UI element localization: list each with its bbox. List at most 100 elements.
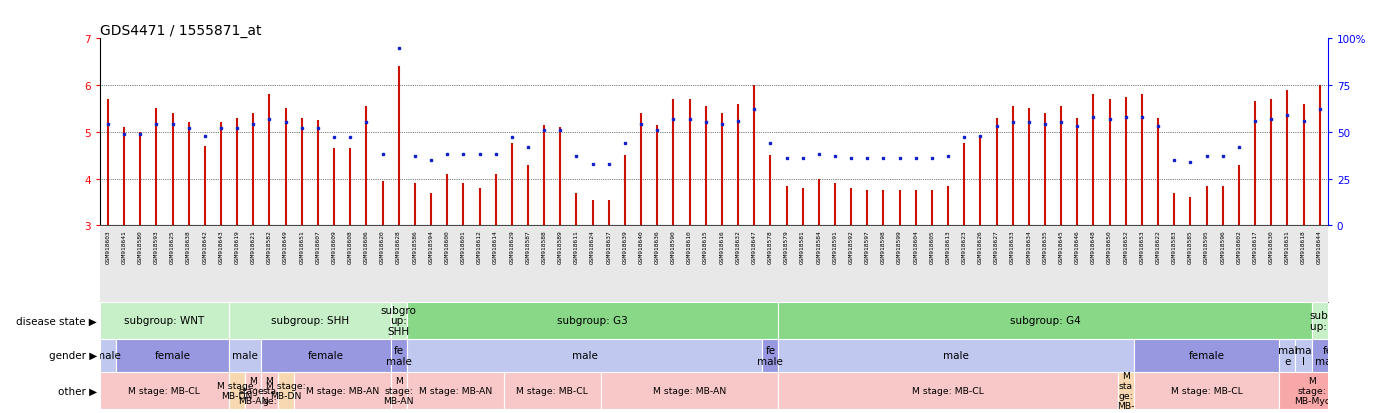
Text: fe
male: fe male <box>385 345 412 366</box>
Text: GSM918608: GSM918608 <box>348 230 353 263</box>
Bar <box>407 372 503 409</box>
Text: GSM918587: GSM918587 <box>525 230 531 263</box>
Text: GSM918639: GSM918639 <box>622 230 628 263</box>
Text: M
stage:
MB-AN: M stage: MB-AN <box>238 376 269 405</box>
Text: GSM918619: GSM918619 <box>234 230 240 263</box>
Text: subgro
up:
SHH: subgro up: SHH <box>381 305 417 336</box>
Text: GSM918650: GSM918650 <box>1107 230 1112 263</box>
Text: GSM918615: GSM918615 <box>703 230 708 263</box>
Text: GSM918646: GSM918646 <box>1074 230 1080 263</box>
Text: male: male <box>944 351 969 361</box>
Text: GSM918640: GSM918640 <box>639 230 643 263</box>
Text: GSM918592: GSM918592 <box>848 230 854 263</box>
Bar <box>1279 339 1296 372</box>
Text: GSM918636: GSM918636 <box>654 230 660 263</box>
Bar <box>294 372 391 409</box>
Text: subgroup: G4: subgroup: G4 <box>1009 316 1081 325</box>
Text: GSM918604: GSM918604 <box>913 230 919 263</box>
Text: GSM918605: GSM918605 <box>930 230 934 263</box>
Text: GSM918618: GSM918618 <box>1301 230 1306 263</box>
Bar <box>1134 339 1279 372</box>
Text: GSM918627: GSM918627 <box>994 230 999 263</box>
Text: GSM918628: GSM918628 <box>396 230 401 263</box>
Text: GSM918606: GSM918606 <box>365 230 369 263</box>
Bar <box>245 372 262 409</box>
Text: GSM918631: GSM918631 <box>1285 230 1290 263</box>
Text: gender ▶: gender ▶ <box>49 351 97 361</box>
Text: GSM918588: GSM918588 <box>542 230 546 263</box>
Text: GSM918623: GSM918623 <box>962 230 967 263</box>
Text: fe
male: fe male <box>757 345 783 366</box>
Text: GSM918585: GSM918585 <box>1188 230 1193 263</box>
Bar <box>262 339 391 372</box>
Text: GSM918611: GSM918611 <box>574 230 579 263</box>
Text: GSM918600: GSM918600 <box>445 230 449 263</box>
Text: M stage: MB-AN: M stage: MB-AN <box>419 386 492 395</box>
Bar <box>1134 372 1279 409</box>
Text: GSM918609: GSM918609 <box>331 230 337 263</box>
Text: M stage: MB-AN: M stage: MB-AN <box>305 386 378 395</box>
Bar <box>100 372 229 409</box>
Text: GSM918647: GSM918647 <box>751 230 757 263</box>
Text: GSM918638: GSM918638 <box>186 230 191 263</box>
Text: GDS4471 / 1555871_at: GDS4471 / 1555871_at <box>100 24 262 38</box>
Text: GSM918597: GSM918597 <box>865 230 870 263</box>
Text: M stage:
MB-DN: M stage: MB-DN <box>266 381 305 400</box>
Text: subgroup: G3: subgroup: G3 <box>557 316 628 325</box>
Text: female: female <box>1189 351 1225 361</box>
Text: GSM918616: GSM918616 <box>719 230 725 263</box>
Bar <box>1279 372 1344 409</box>
Text: GSM918599: GSM918599 <box>897 230 902 263</box>
Text: M
sta
ge:
MB-: M sta ge: MB- <box>1117 372 1135 410</box>
Bar <box>391 372 407 409</box>
Text: GSM918622: GSM918622 <box>1156 230 1160 263</box>
Text: GSM918626: GSM918626 <box>979 230 983 263</box>
Text: M
sta
ge:: M sta ge: <box>262 376 277 405</box>
Text: GSM918593: GSM918593 <box>154 230 159 263</box>
Text: male: male <box>94 351 121 361</box>
Text: GSM918586: GSM918586 <box>413 230 417 263</box>
Text: GSM918591: GSM918591 <box>833 230 837 263</box>
Text: GSM918620: GSM918620 <box>380 230 385 263</box>
Text: subgroup: WNT: subgroup: WNT <box>125 316 205 325</box>
Text: subgro
up: NA: subgro up: NA <box>1310 310 1346 331</box>
Text: GSM918578: GSM918578 <box>768 230 773 263</box>
Bar <box>1117 372 1134 409</box>
Text: GSM918601: GSM918601 <box>460 230 466 263</box>
Text: GSM918589: GSM918589 <box>557 230 563 263</box>
Bar <box>600 372 779 409</box>
Text: GSM918635: GSM918635 <box>1042 230 1048 263</box>
Text: male: male <box>233 351 258 361</box>
Text: GSM918652: GSM918652 <box>1123 230 1128 263</box>
Text: female: female <box>154 351 190 361</box>
Bar <box>407 302 779 339</box>
Bar <box>229 339 262 372</box>
Text: female: female <box>308 351 344 361</box>
Text: fe
male: fe male <box>1315 345 1340 366</box>
Bar <box>100 339 116 372</box>
Text: GSM918643: GSM918643 <box>219 230 223 263</box>
Text: M stage: MB-CL: M stage: MB-CL <box>1171 386 1242 395</box>
Text: disease state ▶: disease state ▶ <box>17 316 97 325</box>
Text: GSM918625: GSM918625 <box>170 230 175 263</box>
Text: M
stage:
MB-AN: M stage: MB-AN <box>384 376 414 405</box>
Text: GSM918614: GSM918614 <box>493 230 498 263</box>
Text: GSM918579: GSM918579 <box>784 230 789 263</box>
Text: GSM918642: GSM918642 <box>202 230 208 263</box>
Bar <box>779 372 1117 409</box>
Text: GSM918645: GSM918645 <box>1059 230 1063 263</box>
Text: GSM918624: GSM918624 <box>590 230 595 263</box>
Bar <box>407 339 762 372</box>
Text: male: male <box>571 351 597 361</box>
Text: GSM918594: GSM918594 <box>428 230 434 263</box>
Bar <box>391 302 407 339</box>
Text: GSM918584: GSM918584 <box>816 230 822 263</box>
Text: GSM918641: GSM918641 <box>122 230 126 263</box>
Bar <box>503 372 600 409</box>
Text: mal
e: mal e <box>1278 345 1297 366</box>
Text: GSM918595: GSM918595 <box>1204 230 1209 263</box>
Text: GSM918590: GSM918590 <box>671 230 676 263</box>
Text: GSM918596: GSM918596 <box>1220 230 1225 263</box>
Text: M stage: MB-CL: M stage: MB-CL <box>912 386 984 395</box>
Text: GSM918632: GSM918632 <box>736 230 740 263</box>
